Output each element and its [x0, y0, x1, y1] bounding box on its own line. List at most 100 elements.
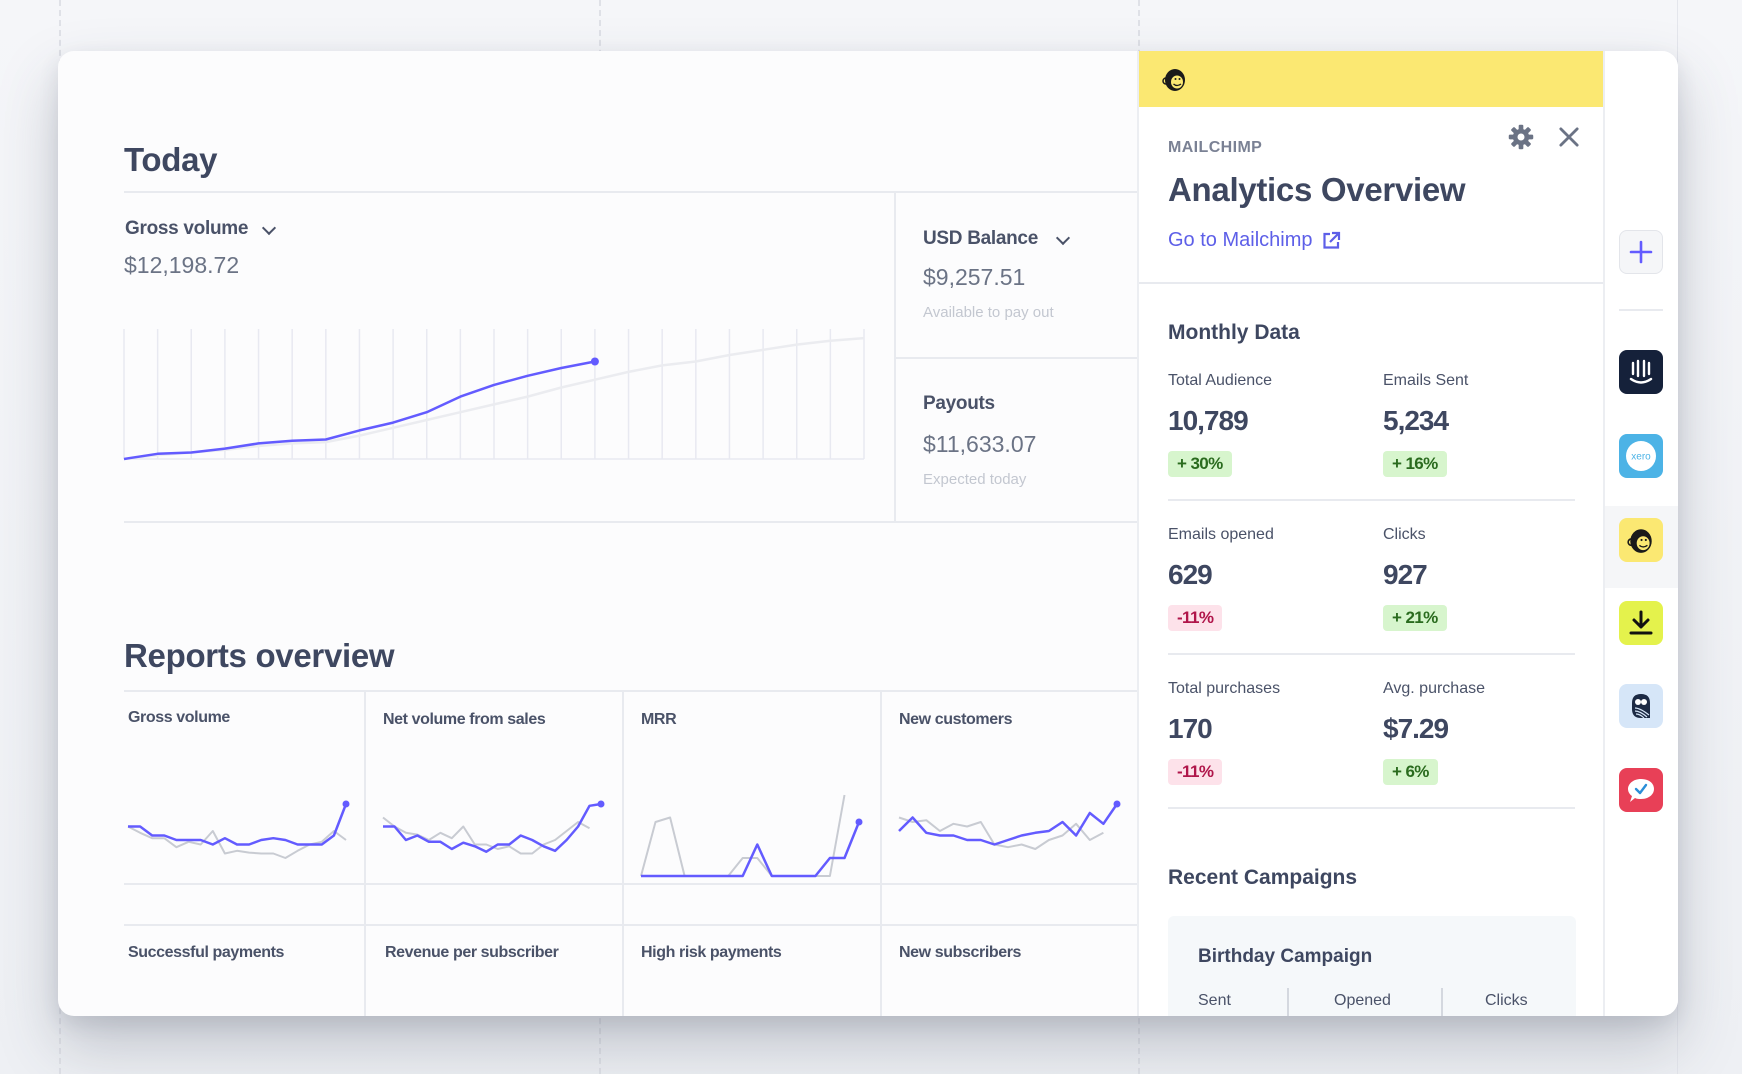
intercom-icon	[1629, 359, 1653, 384]
series-endpoint	[1113, 800, 1121, 808]
go-to-mailchimp-link[interactable]: Go to Mailchimp	[1168, 229, 1341, 252]
chat-check-app-button[interactable]	[1619, 768, 1663, 812]
close-icon[interactable]	[1555, 123, 1583, 151]
external-link-icon	[1322, 231, 1340, 249]
payouts-sub: Expected today	[923, 471, 1027, 488]
usd-balance-value: $9,257.51	[923, 264, 1026, 290]
series-current	[898, 803, 1119, 846]
mailchimp-app-button[interactable]	[1619, 518, 1663, 562]
stat-label: Total Audience	[1168, 372, 1273, 389]
download-icon	[1629, 610, 1653, 635]
divider	[364, 691, 366, 1016]
series-current	[641, 821, 861, 878]
stat-value: 170	[1168, 713, 1213, 744]
stat-value: 5,234	[1383, 405, 1449, 436]
mailchimp-logo-icon	[1162, 69, 1185, 91]
stat-label: Emails Sent	[1383, 372, 1469, 389]
stat-label: Avg. purchase	[1383, 680, 1485, 697]
series-today	[123, 360, 596, 461]
monthly-data-heading: Monthly Data	[1168, 321, 1300, 344]
divider	[1168, 499, 1575, 501]
divider	[1441, 988, 1443, 1016]
panel-kicker: MAILCHIMP	[1168, 139, 1263, 156]
divider	[124, 521, 1138, 523]
change-badge: -11%	[1168, 605, 1223, 631]
divider	[896, 357, 1138, 359]
series-endpoint	[342, 800, 350, 808]
payouts-label: Payouts	[923, 393, 995, 414]
divider	[1168, 653, 1575, 655]
divider	[1287, 988, 1289, 1016]
mailchimp-icon	[1627, 529, 1652, 553]
sparkline-mrr	[640, 794, 863, 878]
change-badge: + 30%	[1168, 451, 1232, 477]
report-successful-payments[interactable]: Successful payments	[128, 944, 285, 961]
campaign-col-opened: Opened	[1334, 992, 1391, 1009]
report-revenue-per-subscriber[interactable]: Revenue per subscriber	[385, 944, 559, 961]
xero-icon: xero	[1626, 441, 1656, 471]
sparkline-new-customers	[898, 800, 1121, 850]
dashboard-main: Today Gross volume $12,198.72 USD Balanc…	[58, 51, 1138, 1016]
divider	[880, 691, 882, 1016]
chevron-down-icon[interactable]	[261, 220, 277, 236]
chat-check-icon	[1628, 779, 1654, 802]
campaign-name: Birthday Campaign	[1198, 946, 1373, 967]
usd-balance-selector[interactable]: USD Balance	[923, 228, 1038, 249]
app-rail: xero	[1605, 51, 1678, 1016]
reports-heading: Reports overview	[124, 637, 395, 674]
divider	[124, 924, 1138, 926]
chevron-down-icon[interactable]	[1055, 230, 1071, 246]
change-badge: -11%	[1168, 759, 1223, 785]
report-gross-volume[interactable]: Gross volume	[128, 709, 230, 726]
report-high-risk-payments[interactable]: High risk payments	[641, 944, 782, 961]
series-current	[383, 802, 602, 853]
recent-campaigns-heading: Recent Campaigns	[1168, 866, 1358, 889]
panel-title: Analytics Overview	[1168, 171, 1466, 208]
change-badge: + 16%	[1383, 451, 1447, 477]
sparkline-net-volume	[382, 800, 605, 855]
stat-label: Emails opened	[1168, 526, 1274, 543]
xero-app-button[interactable]: xero	[1619, 434, 1663, 478]
stat-value: 629	[1168, 559, 1213, 590]
stat-value: 10,789	[1168, 405, 1249, 436]
change-badge: + 6%	[1383, 759, 1438, 785]
divider	[124, 883, 1138, 885]
stat-value: 927	[1383, 559, 1428, 590]
campaign-col-sent: Sent	[1198, 992, 1231, 1009]
report-new-subscribers[interactable]: New subscribers	[899, 944, 1022, 961]
usd-balance-sub: Available to pay out	[923, 304, 1054, 321]
report-mrr[interactable]: MRR	[641, 711, 677, 728]
series-comparison	[127, 825, 347, 859]
series-endpoint	[597, 800, 605, 808]
divider	[1139, 282, 1603, 284]
series-comparison	[640, 794, 846, 877]
report-net-volume[interactable]: Net volume from sales	[383, 711, 546, 728]
divider	[622, 691, 624, 1016]
divider	[124, 690, 1138, 692]
download-app-button[interactable]	[1619, 601, 1663, 645]
plus-icon	[1629, 240, 1653, 264]
add-app-button[interactable]	[1619, 230, 1663, 274]
stat-label: Total purchases	[1168, 680, 1281, 697]
panel-header-bar	[1139, 51, 1603, 107]
gear-icon[interactable]	[1507, 123, 1535, 151]
gross-volume-value: $12,198.72	[124, 252, 240, 278]
divider	[1168, 807, 1575, 809]
campaign-col-clicks: Clicks	[1485, 992, 1528, 1009]
series-endpoint	[855, 818, 863, 826]
campaign-card[interactable]: Birthday Campaign Sent Opened Clicks	[1168, 916, 1576, 1016]
sparkline-gross-volume	[127, 800, 350, 859]
go-to-mailchimp-label: Go to Mailchimp	[1168, 229, 1313, 251]
gross-volume-selector[interactable]: Gross volume	[125, 218, 249, 239]
change-badge: + 21%	[1383, 605, 1447, 631]
series-endpoint	[590, 357, 599, 366]
app-window: Today Gross volume $12,198.72 USD Balanc…	[58, 51, 1678, 1016]
stat-label: Clicks	[1383, 526, 1426, 543]
divider	[894, 192, 896, 522]
series-comparison	[123, 336, 865, 461]
report-new-customers[interactable]: New customers	[899, 711, 1013, 728]
divider	[1619, 309, 1663, 311]
intercom-app-button[interactable]	[1619, 350, 1663, 394]
owl-app-button[interactable]	[1619, 684, 1663, 728]
gross-volume-chart	[123, 329, 865, 461]
